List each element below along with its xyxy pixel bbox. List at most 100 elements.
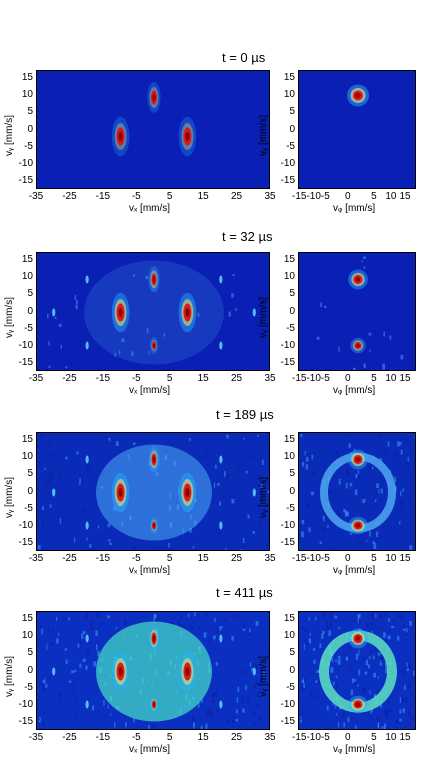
y-tick-label: -10 (280, 157, 295, 169)
x-tick-label: -15 (95, 553, 111, 564)
y-tick-label: 5 (27, 468, 33, 480)
y-tick-label: 15 (21, 434, 33, 445)
peak-right (178, 651, 197, 692)
x-tick-label: -25 (62, 553, 77, 564)
peak-top (348, 449, 368, 470)
y-tick-label: 5 (27, 647, 33, 659)
expanding-halo (84, 260, 224, 365)
y-tick-label: 0 (27, 123, 33, 135)
y-tick-label: -15 (18, 716, 33, 727)
side-peak-upper-right (219, 634, 223, 643)
x-tick-label: 0 (345, 373, 351, 384)
y-tick-label: 15 (283, 434, 295, 445)
x-tick-label: -15-10-5 (292, 373, 330, 384)
peak-top (147, 82, 161, 113)
x-tick-label: 35 (264, 553, 276, 564)
x-tick-label: -35 (28, 732, 44, 743)
peak-right (178, 472, 197, 513)
side-peak-lower-right (219, 341, 223, 350)
x-tick-label: 25 (231, 191, 243, 202)
vz-vy-image (314, 256, 412, 370)
vz-vy-plot (298, 432, 416, 551)
x-tick-label: 25 (231, 732, 243, 743)
peak-left (111, 472, 130, 513)
x-tick-label: 15 (197, 191, 209, 202)
side-peak-upper-left (85, 275, 89, 284)
x-tick-label: 15 (399, 191, 411, 202)
x-tick-label: 10 (385, 191, 397, 202)
y-tick-label: 15 (21, 72, 33, 83)
peak-bottom (149, 695, 159, 714)
x-tick-label: 5 (166, 373, 173, 384)
side-peak-far-right (252, 667, 256, 676)
y-tick-label: 10 (283, 451, 295, 463)
vx-axis-label: vₓ [mm/s] (129, 203, 171, 214)
x-tick-label: 5 (166, 191, 173, 202)
peak-top (348, 269, 368, 290)
vx-vy-image (37, 433, 269, 550)
y-tick-label: 15 (283, 72, 295, 83)
side-peak-lower-left (85, 700, 89, 709)
vz-vy-image (347, 84, 369, 107)
x-tick-label: 10 (385, 373, 397, 384)
y-tick-label: 0 (289, 485, 295, 497)
x-tick-label: 0 (345, 191, 351, 202)
side-peak-upper-right (219, 455, 223, 464)
peak-left (111, 292, 130, 333)
x-tick-label: 5 (166, 732, 173, 743)
y-tick-label: -15 (280, 716, 295, 727)
y-tick-label: 0 (27, 485, 33, 497)
peak-left (111, 116, 130, 157)
vy-axis-label: vᵧ [mm/s] (4, 296, 15, 338)
y-tick-label: -10 (18, 157, 33, 169)
x-tick-label: -15-10-5 (292, 732, 330, 743)
vz-vy-plot (298, 252, 416, 371)
y-tick-label: 5 (289, 106, 295, 118)
side-peak-far-left (52, 308, 56, 317)
y-tick-label: 0 (27, 305, 33, 317)
peak-bottom (149, 336, 159, 355)
x-tick-label: 15 (399, 373, 411, 384)
y-tick-label: 10 (283, 630, 295, 642)
side-peak-lower-right (219, 521, 223, 530)
y-tick-label: 10 (21, 89, 33, 101)
y-tick-label: 0 (289, 664, 295, 676)
x-tick-label: 35 (264, 373, 276, 384)
y-tick-label: 5 (27, 106, 33, 118)
vx-vy-plot (36, 70, 270, 189)
x-tick-label: -25 (62, 732, 77, 743)
y-tick-label: 10 (283, 89, 295, 101)
x-tick-label: 15 (399, 732, 411, 743)
vx-vy-plot (36, 252, 270, 371)
peak-bottom (348, 516, 368, 535)
peak-top (148, 625, 160, 652)
y-tick-label: -5 (24, 140, 33, 152)
x-tick-label: -5 (131, 191, 141, 202)
time-label-189: t = 189 µs (216, 407, 274, 422)
x-tick-label: 5 (371, 553, 377, 564)
time-label-411: t = 411 µs (216, 585, 273, 600)
x-tick-label: -15 (95, 732, 111, 743)
peak-top (148, 446, 160, 473)
y-tick-label: -10 (18, 519, 33, 531)
side-peak-lower-right (219, 700, 223, 709)
y-tick-label: -10 (18, 698, 33, 710)
y-tick-label: 5 (27, 288, 33, 300)
y-tick-label: 0 (289, 305, 295, 317)
x-tick-label: -5 (131, 732, 141, 743)
peak-right (178, 292, 197, 333)
vx-axis-label: vₓ [mm/s] (129, 744, 171, 755)
x-tick-label: 10 (385, 553, 397, 564)
vy-axis-label: vᵧ [mm/s] (4, 476, 15, 518)
vy-axis-label: vᵧ [mm/s] (258, 655, 269, 697)
x-tick-label: 25 (231, 373, 243, 384)
side-peak-lower-left (85, 521, 89, 530)
y-tick-label: 15 (21, 613, 33, 624)
y-tick-label: -15 (18, 175, 33, 186)
y-tick-label: 10 (21, 451, 33, 463)
expanding-halo (96, 444, 212, 541)
y-tick-label: -15 (280, 357, 295, 368)
side-peak-far-left (52, 488, 56, 497)
side-peak-upper-right (219, 275, 223, 284)
y-tick-label: 10 (283, 271, 295, 283)
